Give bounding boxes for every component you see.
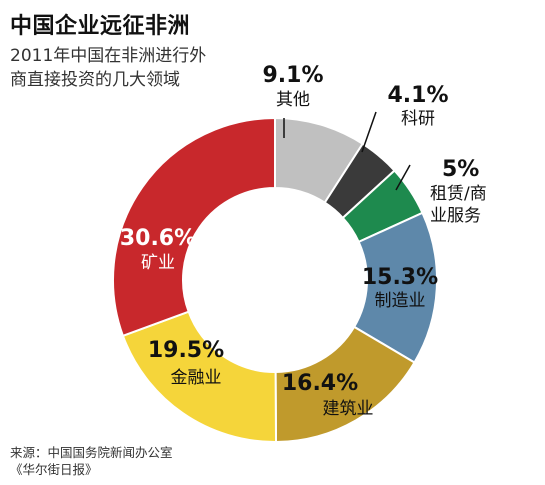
slice-category-label-6: 金融业 <box>171 368 222 388</box>
slice-category-label-4: 制造业 <box>375 291 426 311</box>
slice-value-label-1: 9.1% <box>262 63 323 88</box>
leader-line-2 <box>361 111 377 153</box>
slice-value-label-4: 15.3% <box>362 265 438 290</box>
leader-lines <box>283 111 411 191</box>
chart-title: 中国企业远征非洲 <box>10 14 191 39</box>
slice-7 <box>112 116 276 338</box>
source-line-1: 来源：中国国务院新闻办公室 <box>10 445 173 460</box>
chart-subtitle: 2011年中国在非洲进行外 商直接投资的几大领域 <box>10 44 240 92</box>
slice-category-label-line: 金融业 <box>171 368 222 388</box>
slice-category-label-line: 业服务 <box>430 206 481 226</box>
source-line-2: 《华尔街日报》 <box>10 462 98 477</box>
slice-value-label-7: 30.6% <box>120 226 196 251</box>
slice-category-label-line: 科研 <box>401 109 435 129</box>
slice-value-label-6: 19.5% <box>148 338 224 363</box>
slice-category-label-5: 建筑业 <box>323 399 374 419</box>
subtitle-line-2: 商直接投资的几大领域 <box>10 70 180 90</box>
source-note: 来源：中国国务院新闻办公室 《华尔街日报》 <box>10 444 173 478</box>
slice-category-label-line: 其他 <box>276 90 310 110</box>
slice-category-label-line: 制造业 <box>375 291 426 311</box>
slice-category-label-line: 建筑业 <box>323 399 374 419</box>
slice-category-label-2: 科研 <box>401 109 435 129</box>
slice-category-label-7: 矿业 <box>141 253 175 273</box>
slice-labels: 9.1%其他 4.1%科研 5%租赁/商业服务 15.3%制造业 16.4% 建筑业 19.… <box>120 63 487 419</box>
subtitle-line-1: 2011年中国在非洲进行外 <box>10 46 207 66</box>
leader-line-3 <box>395 164 411 191</box>
slice-category-label-line: 矿业 <box>141 253 175 273</box>
slice-category-label-1: 其他 <box>276 90 310 110</box>
slice-value-label-2: 4.1% <box>387 83 448 108</box>
slice-value-label-3: 5% <box>442 157 479 182</box>
donut-slices <box>112 116 438 444</box>
slice-value-label-5: 16.4% <box>282 371 358 396</box>
slice-category-label-line: 租赁/商 <box>430 184 487 204</box>
slice-category-label-3: 租赁/商业服务 <box>430 184 487 226</box>
